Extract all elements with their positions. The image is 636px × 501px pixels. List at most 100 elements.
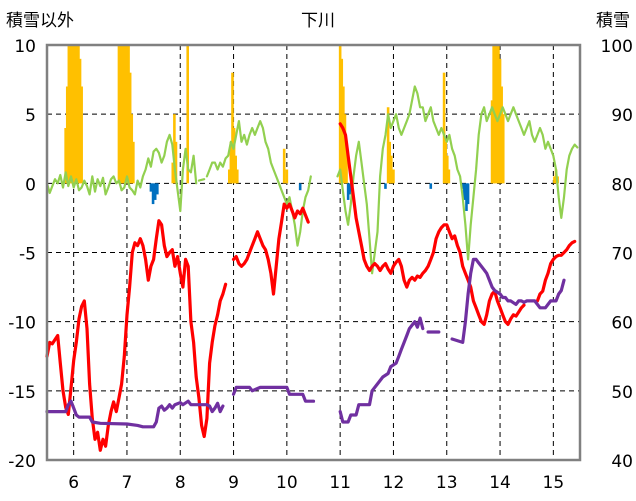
temp-line [535,239,577,303]
right-axis-title: 積雪 [596,11,630,31]
y-right-tick-label: 70 [611,245,633,265]
neg-bar [384,183,387,189]
precip-bar [77,45,80,184]
precip-bar [490,100,494,184]
precip-bar [64,128,67,184]
precip-bar [186,45,190,184]
precip-bar [231,72,234,184]
precip-bar [173,114,176,184]
precip-bar [67,45,71,184]
neg-bar [153,183,157,200]
precip-bar [390,155,393,184]
y-left-tick-label: -10 [8,314,36,334]
precip-bar [388,141,392,184]
y-left-tick-label: 5 [25,106,36,126]
precip-bar [171,162,175,184]
precip-bar [553,176,556,184]
precip-bar [75,45,79,184]
y-right-tick-label: 50 [611,383,633,403]
precip-bar [78,58,82,184]
temp-line [231,202,310,296]
precip-bar [498,58,502,184]
y-right-tick-label: 90 [611,106,633,126]
precip-bar [445,155,449,184]
chart-title: 下川 [301,11,335,31]
precip-bar [447,169,451,184]
y-right-tick-label: 60 [611,314,633,334]
neg-bar [149,183,153,192]
snow-line [45,399,225,429]
y-left-tick-label: -20 [8,452,36,472]
plot-frame [45,43,582,462]
precip-bar [128,72,132,184]
y-left-tick-label: 0 [25,175,36,195]
x-tick-label: 14 [489,473,511,493]
snow-line [338,316,425,424]
precip-bar [229,141,233,184]
precip-bar [444,141,447,184]
neg-bar [466,183,470,205]
precip-bar [80,86,83,184]
y-right-tick-label: 40 [611,452,633,472]
precip-bar [345,141,348,184]
x-tick-label: 7 [122,473,133,493]
y-left-tick-label: -15 [8,383,36,403]
precip-bar [124,45,127,184]
precip-bar [501,114,505,184]
precip-bar [235,169,239,184]
precip-bar [500,86,503,184]
y-right-tick-label: 80 [611,175,633,195]
precip-bar [174,141,178,184]
precip-bar [285,169,289,184]
precip-bar [497,45,500,184]
precip-bar [119,45,122,184]
x-tick-label: 15 [543,473,565,493]
snow-line [231,385,316,403]
precip-bar [125,45,129,184]
left-axis-title: 積雪以外 [6,11,74,31]
precip-bar [65,86,69,184]
y-right-tick-label: 100 [601,37,633,57]
precip-bar [69,45,72,184]
x-tick-label: 9 [228,473,239,493]
neg-bar [346,183,350,200]
x-tick-label: 8 [175,473,186,493]
x-tick-label: 11 [329,473,351,493]
x-tick-label: 6 [68,473,79,493]
precip-bar [122,45,126,184]
x-tick-label: 12 [383,473,405,493]
x-tick-label: 13 [436,473,458,493]
precip-bar [340,58,344,184]
neg-bar [348,183,352,195]
precip-bar [343,114,347,184]
precip-bar [234,155,237,184]
precip-bar [132,141,135,184]
precip-bar [342,86,345,184]
precip-bar [386,107,390,184]
temp-line [45,219,228,452]
line-series [45,85,579,452]
y-left-tick-label: 10 [14,37,36,57]
y-left-tick-label: -5 [19,245,36,265]
precip-bar [127,45,130,184]
green-line [197,178,206,182]
precip-bar [73,45,77,184]
neg-bar [461,183,465,189]
neg-bar [156,183,159,195]
neg-bar [465,183,468,211]
neg-bar [151,183,155,205]
neg-bar [429,183,433,189]
neg-bar [463,183,466,200]
precip-bar [495,45,499,184]
precip-bar [282,148,286,184]
precip-bar [130,114,134,184]
bar-series [64,45,559,211]
precip-bar [442,72,446,184]
neg-bar [298,183,302,191]
x-tick-label: 10 [276,473,298,493]
green-line [45,133,198,213]
precip-bar [392,169,395,184]
temp-line [338,122,526,326]
